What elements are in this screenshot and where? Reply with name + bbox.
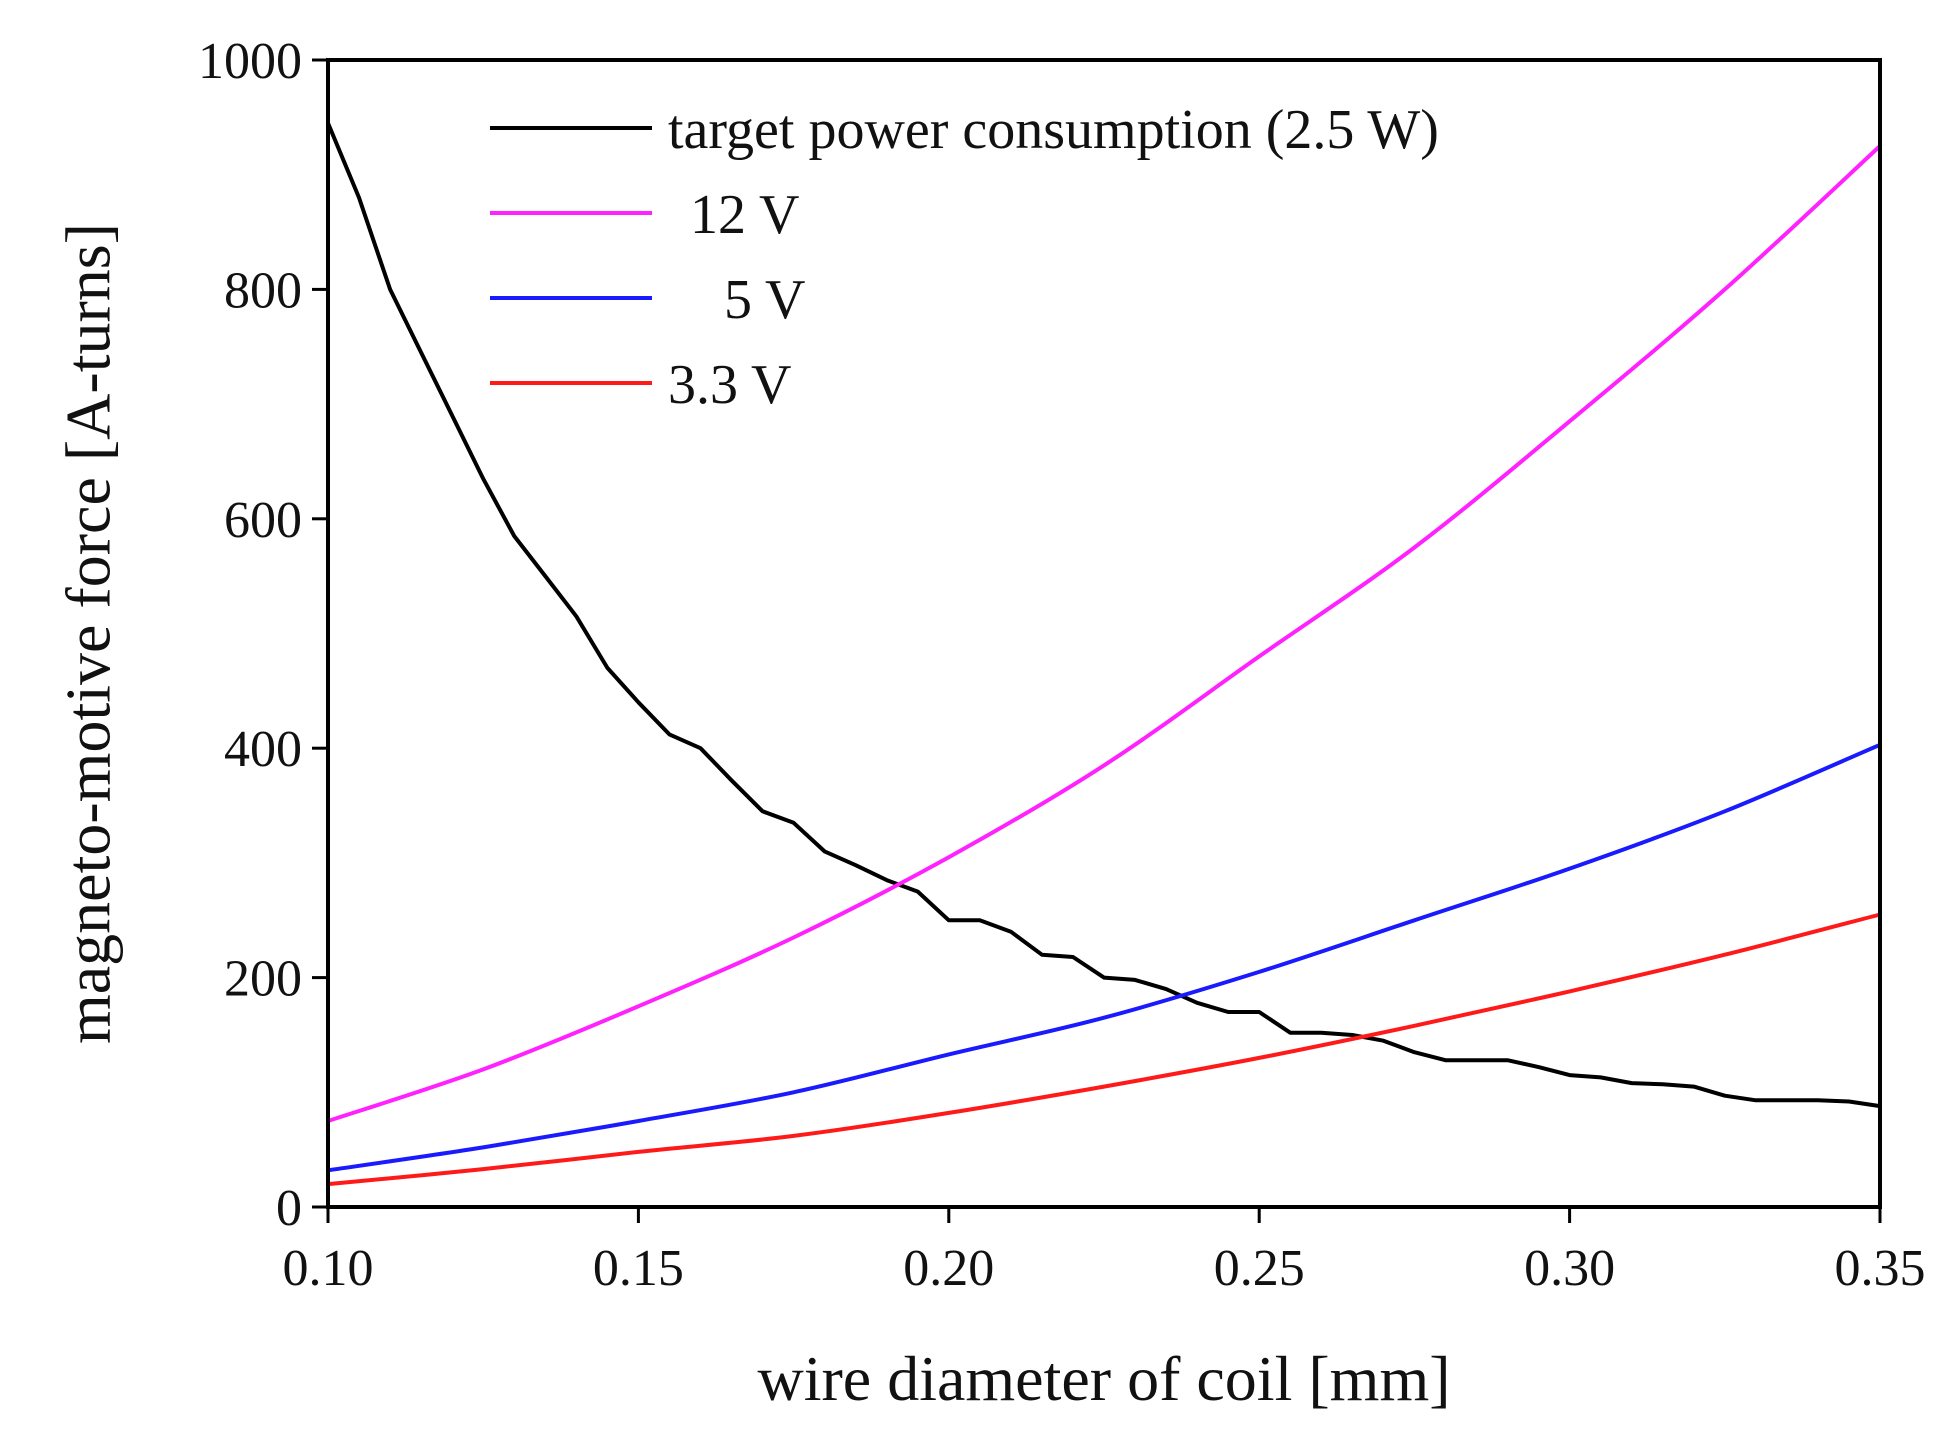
x-tick-label: 0.20 [903,1240,994,1297]
y-tick-label: 200 [224,951,302,1008]
x-tick-label: 0.10 [283,1240,374,1297]
y-tick-label: 400 [224,721,302,778]
series-layer [326,121,1882,1187]
ticks-layer: 0.10 0.15 0.20 0.25 0.30 0.35 0 200 400 600 800 100… [198,33,1926,1297]
legend-label-0: target power consumption (2.5 W) [668,99,1439,161]
y-tick-label: 1000 [198,33,302,90]
x-axis-title: wire diameter of coil [mm] [757,1343,1450,1414]
plot-frame [326,58,1882,1209]
legend-label-3: 3.3 V [668,354,791,416]
legend-label-2: 5 V [724,269,805,331]
x-tick-label: 0.15 [593,1240,684,1297]
x-tick-label: 0.35 [1835,1240,1926,1297]
x-tick-label: 0.25 [1214,1240,1305,1297]
legend-label-1: 12 V [690,184,799,246]
legend: target power consumption (2.5 W) 12 V 5 V 3… [490,99,1439,416]
y-tick-label: 600 [224,492,302,549]
series-line-0 [326,121,1882,1109]
y-axis-title: magneto-motive force [A-turns] [53,223,124,1044]
series-line-3 [326,912,1882,1187]
x-tick-label: 0.30 [1524,1240,1615,1297]
series-line-2 [326,742,1882,1173]
y-tick-label: 800 [224,262,302,319]
series-line-1 [326,144,1882,1123]
y-tick-label: 0 [276,1180,302,1237]
